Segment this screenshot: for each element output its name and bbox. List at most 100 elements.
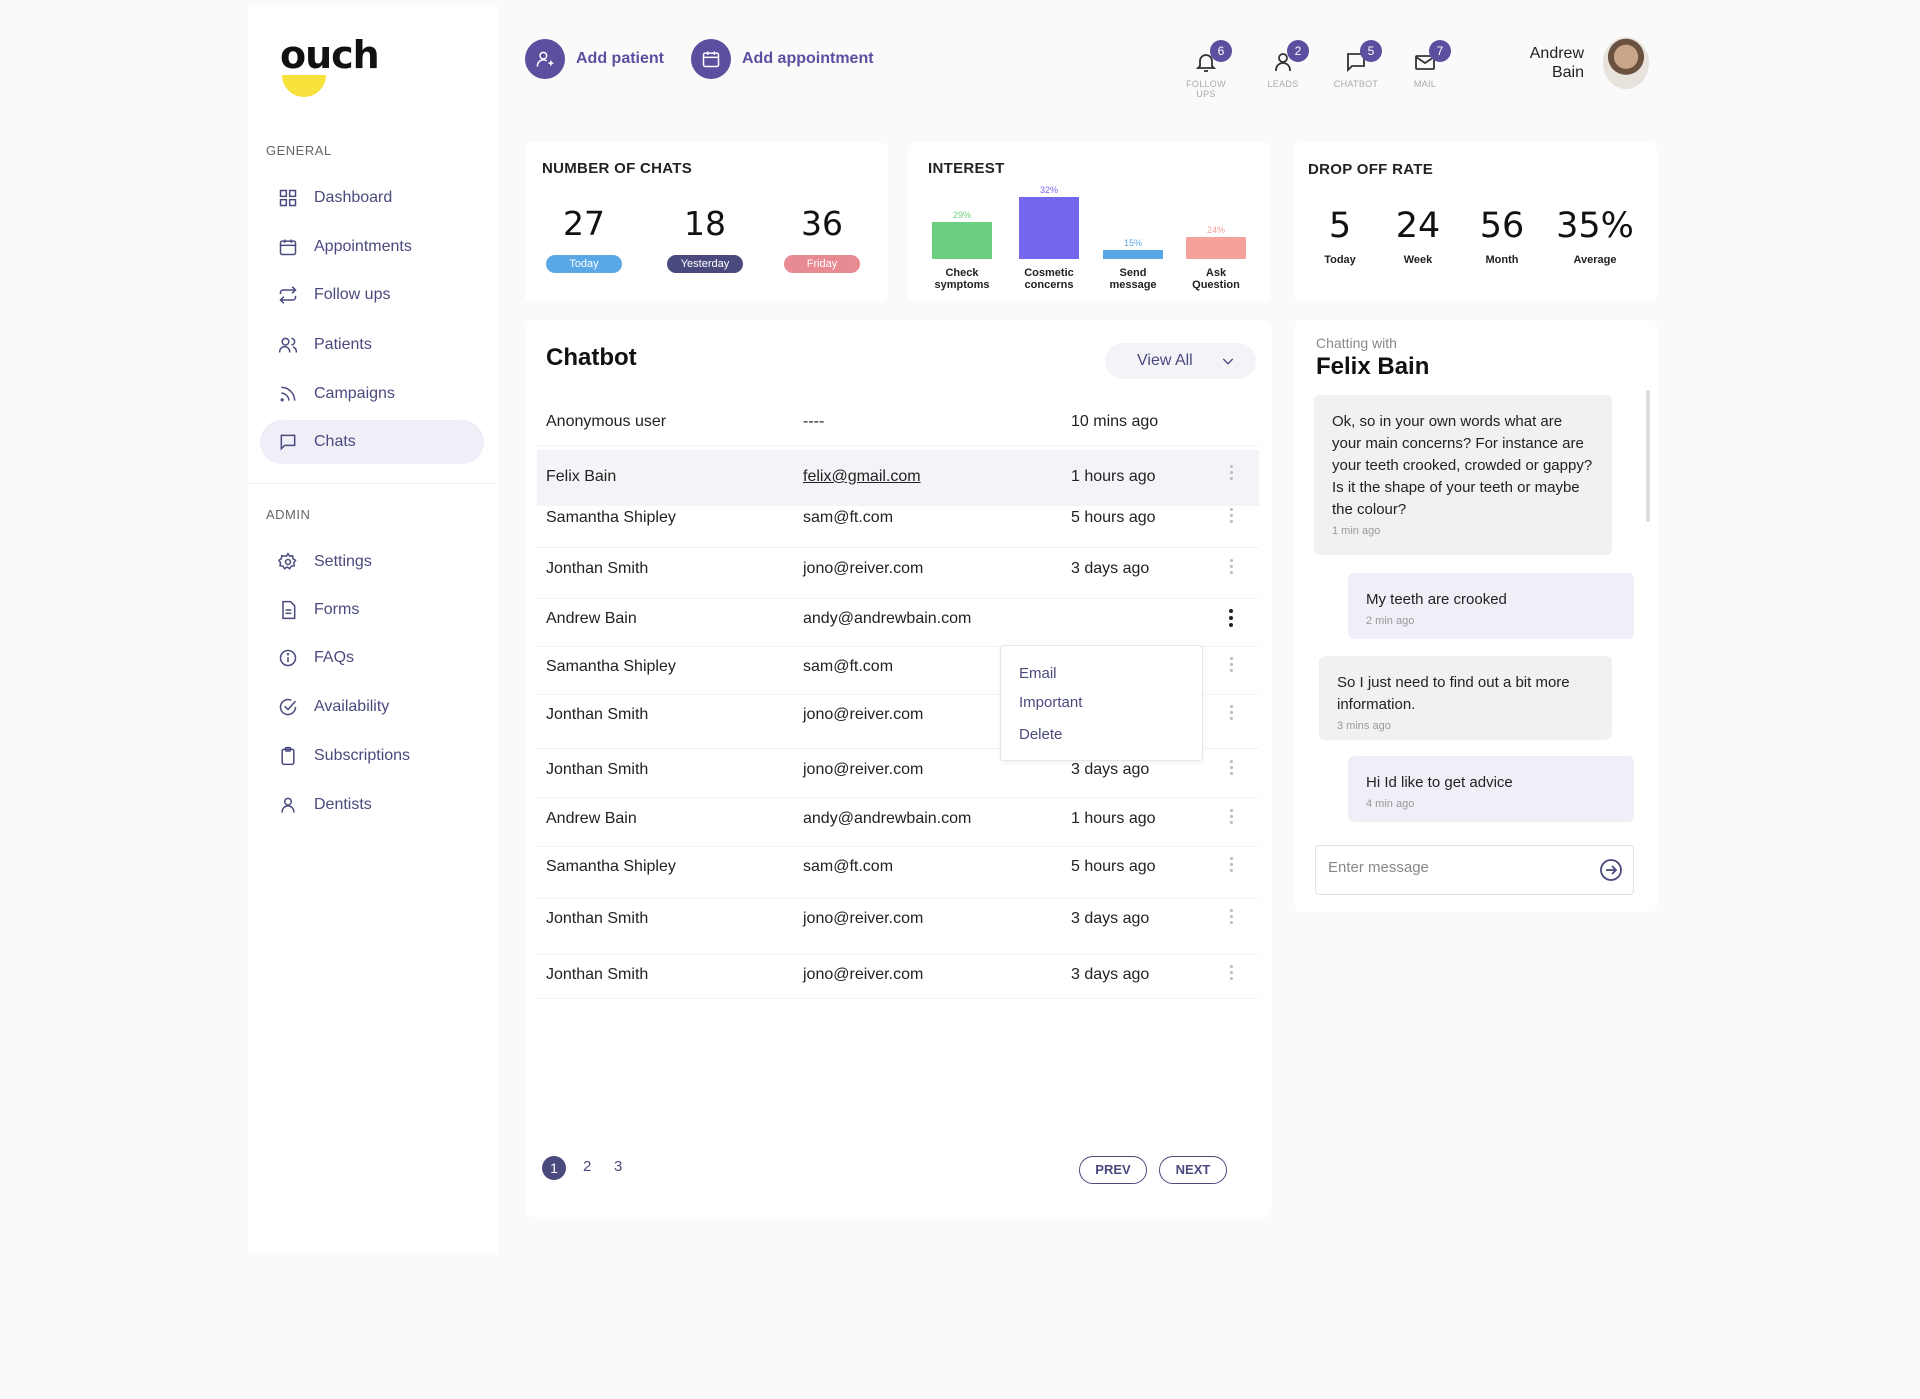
- sidebar-item-settings[interactable]: Settings: [260, 540, 484, 584]
- bar-category-label: symptoms: [934, 279, 989, 291]
- page-3[interactable]: 3: [614, 1158, 623, 1175]
- sidebar-item-label: Subscriptions: [314, 747, 411, 764]
- sidebar-item-subscriptions[interactable]: Subscriptions: [260, 734, 484, 778]
- row-name: Jonthan Smith: [546, 910, 649, 927]
- table-row[interactable]: Jonthan Smith jono@reiver.com 3 days ago: [537, 549, 1259, 599]
- row-time: 3 days ago: [1071, 910, 1150, 927]
- row-time: 3 days ago: [1071, 761, 1150, 778]
- more-options-icon[interactable]: [1227, 965, 1235, 980]
- message-text: So I just need to find out a bit more in…: [1337, 674, 1570, 713]
- table-row[interactable]: Felix Bain felix@gmail.com 1 hours ago: [537, 450, 1259, 506]
- sidebar-item-faqs[interactable]: FAQs: [260, 636, 484, 680]
- sidebar-item-appointments[interactable]: Appointments: [260, 225, 484, 269]
- page-1[interactable]: 1: [542, 1156, 566, 1180]
- bar-category-label: Question: [1192, 279, 1240, 291]
- notification-chatbot[interactable]: 5 CHATBOT: [1326, 40, 1386, 89]
- menu-item-delete[interactable]: Delete: [1019, 726, 1063, 743]
- row-time: 5 hours ago: [1071, 509, 1156, 526]
- add-appointment-button[interactable]: Add appointment: [691, 39, 874, 79]
- row-email: jono@reiver.com: [803, 761, 924, 778]
- chat-scrollbar[interactable]: [1646, 390, 1650, 522]
- bar-category-label: concerns: [1025, 279, 1074, 291]
- stat-pill: Friday: [784, 255, 860, 273]
- more-options-icon[interactable]: [1227, 760, 1235, 775]
- next-button[interactable]: NEXT: [1159, 1156, 1227, 1184]
- table-row[interactable]: Jonthan Smith jono@reiver.com 3 days ago: [537, 750, 1259, 798]
- bar-value-label: 15%: [1124, 238, 1142, 248]
- notification-follow-ups[interactable]: 6 FOLLOW UPS: [1176, 40, 1236, 99]
- sidebar-item-dentists[interactable]: Dentists: [260, 783, 484, 827]
- more-options-icon[interactable]: [1227, 465, 1235, 480]
- row-name: Jonthan Smith: [546, 560, 649, 577]
- sidebar-item-label: Appointments: [314, 238, 412, 255]
- sidebar-item-patients[interactable]: Patients: [260, 323, 484, 367]
- sidebar-item-follow-ups[interactable]: Follow ups: [260, 273, 484, 317]
- bar-value-label: 32%: [1040, 185, 1058, 195]
- row-email: ----: [803, 413, 825, 430]
- notification-mail[interactable]: 7 MAIL: [1395, 40, 1455, 89]
- notification-badge: 6: [1210, 40, 1232, 62]
- more-options-icon[interactable]: [1227, 909, 1235, 924]
- bar-3: [1186, 237, 1246, 259]
- more-options-icon[interactable]: [1227, 609, 1235, 627]
- sidebar-item-label: Patients: [314, 336, 372, 353]
- dropoff-stat-week: 24 Week: [1390, 206, 1446, 266]
- sidebar-item-chats[interactable]: Chats: [260, 420, 484, 464]
- chevron-down-icon: [1222, 358, 1234, 365]
- row-name: Jonthan Smith: [546, 761, 649, 778]
- table-row[interactable]: Samantha Shipley sam@ft.com 5 hours ago: [537, 847, 1259, 899]
- row-email: sam@ft.com: [803, 858, 894, 875]
- table-row[interactable]: Jonthan Smith jono@reiver.com 3 days ago: [537, 899, 1259, 955]
- more-options-icon[interactable]: [1227, 809, 1235, 824]
- table-row[interactable]: Jonthan Smith jono@reiver.com 3 days ago: [537, 955, 1259, 999]
- rss-icon: [278, 384, 298, 404]
- user-icon: [278, 795, 298, 815]
- sidebar-item-forms[interactable]: Forms: [260, 588, 484, 632]
- logo[interactable]: ouch: [280, 33, 380, 97]
- bar-1: [1019, 197, 1079, 259]
- row-time: 5 hours ago: [1071, 858, 1156, 875]
- send-icon[interactable]: [1599, 858, 1623, 882]
- bar-2: [1103, 250, 1163, 259]
- message-time: 2 min ago: [1366, 615, 1415, 627]
- avatar[interactable]: [1603, 37, 1649, 89]
- sidebar-item-availability[interactable]: Availability: [260, 685, 484, 729]
- notification-label: CHATBOT: [1333, 79, 1379, 89]
- notification-leads[interactable]: 2 LEADS: [1253, 40, 1313, 89]
- message-text: My teeth are crooked: [1366, 591, 1507, 608]
- more-options-icon[interactable]: [1227, 857, 1235, 872]
- row-email[interactable]: felix@gmail.com: [803, 468, 921, 485]
- table-row[interactable]: Samantha Shipley sam@ft.com 5 hours ago: [537, 498, 1259, 548]
- more-options-icon[interactable]: [1227, 559, 1235, 574]
- table-row[interactable]: Andrew Bain andy@andrewbain.com 1 hours ag…: [537, 799, 1259, 847]
- info-icon: [278, 648, 298, 668]
- dropoff-stat-today: 5 Today: [1320, 206, 1360, 266]
- prev-button[interactable]: PREV: [1079, 1156, 1147, 1184]
- sidebar-item-label: Chats: [314, 433, 356, 450]
- menu-item-email[interactable]: Email: [1019, 665, 1057, 682]
- row-name: Jonthan Smith: [546, 966, 649, 983]
- more-options-icon[interactable]: [1227, 705, 1235, 720]
- page-2[interactable]: 2: [583, 1158, 592, 1175]
- chat-icon: [278, 432, 298, 452]
- sidebar-item-campaigns[interactable]: Campaigns: [260, 372, 484, 416]
- clipboard-icon: [278, 746, 298, 766]
- more-options-icon[interactable]: [1227, 508, 1235, 523]
- add-patient-button[interactable]: Add patient: [525, 39, 664, 79]
- message-input[interactable]: [1328, 859, 1588, 876]
- view-all-dropdown[interactable]: View All: [1105, 343, 1256, 379]
- more-options-icon[interactable]: [1227, 657, 1235, 672]
- row-name: Samantha Shipley: [546, 509, 676, 526]
- table-row[interactable]: Andrew Bain andy@andrewbain.com: [537, 599, 1259, 647]
- sidebar-item-dashboard[interactable]: Dashboard: [260, 176, 484, 220]
- stat-label: Average: [1573, 254, 1617, 266]
- table-row[interactable]: Anonymous user ---- 10 mins ago: [537, 402, 1259, 446]
- user-name[interactable]: Andrew Bain: [1530, 44, 1584, 82]
- table-row[interactable]: Samantha Shipley sam@ft.com: [537, 647, 1259, 695]
- calendar-icon: [691, 39, 731, 79]
- row-time: 1 hours ago: [1071, 810, 1156, 827]
- menu-item-important[interactable]: Important: [1019, 694, 1083, 711]
- chat-message-user: Hi Id like to get advice 4 min ago: [1348, 756, 1634, 822]
- user-first-name: Andrew: [1529, 45, 1584, 62]
- sidebar-item-label: Availability: [314, 698, 390, 715]
